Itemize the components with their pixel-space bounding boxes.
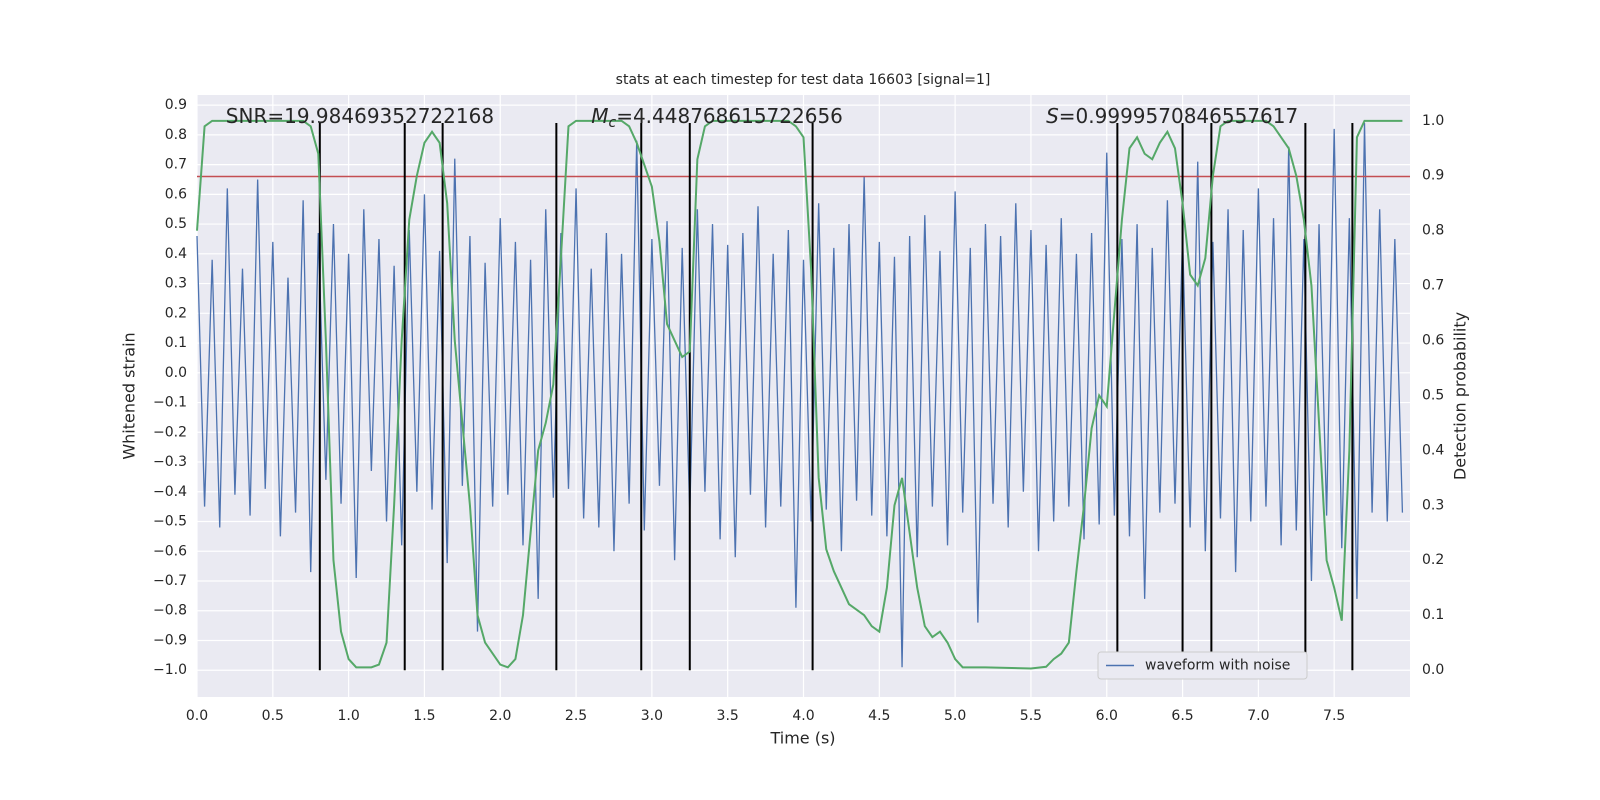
x-tick-label: 5.0 bbox=[944, 708, 966, 724]
x-tick-label: 7.0 bbox=[1247, 708, 1269, 724]
labels: 0.0 0.5 1.0 1.5 2.0 2.5 3.0 3.5 4.0 4.5 5.0 5.5 6.0 6… bbox=[153, 97, 1444, 724]
annotation-symbol: S bbox=[1046, 104, 1059, 128]
x-tick-label: 1.0 bbox=[337, 708, 359, 724]
y2-tick-label: 0.3 bbox=[1422, 497, 1444, 513]
x-tick-label: 6.5 bbox=[1171, 708, 1193, 724]
x-tick-label: 1.5 bbox=[413, 708, 435, 724]
y-tick-label: 0.8 bbox=[165, 127, 187, 143]
x-axis-label: Time (s) bbox=[769, 729, 835, 748]
y2-tick-label: 0.2 bbox=[1422, 552, 1444, 568]
y2-tick-label: 0.5 bbox=[1422, 387, 1444, 403]
y-tick-label: 0.3 bbox=[165, 276, 187, 292]
x-tick-label: 3.0 bbox=[641, 708, 663, 724]
y-tick-label: −0.3 bbox=[153, 454, 187, 470]
y2-tick-label: 0.0 bbox=[1422, 662, 1444, 678]
chart-title: stats at each timestep for test data 166… bbox=[616, 72, 991, 88]
y-tick-label: −0.2 bbox=[153, 424, 187, 440]
y2-tick-label: 0.1 bbox=[1422, 607, 1444, 623]
x-tick-label: 7.5 bbox=[1323, 708, 1345, 724]
annotation-symbol: M bbox=[591, 104, 608, 128]
y-tick-label: −0.1 bbox=[153, 395, 187, 411]
y2-tick-label: 0.6 bbox=[1422, 333, 1444, 349]
x-tick-label: 2.5 bbox=[565, 708, 587, 724]
x-tick-label: 0.5 bbox=[262, 708, 284, 724]
y-tick-label: 0.7 bbox=[165, 157, 187, 173]
y-tick-label: 0.0 bbox=[165, 365, 187, 381]
y-tick-label: −0.5 bbox=[153, 514, 187, 530]
annotation-subscript: c bbox=[608, 115, 616, 131]
x-tick-label: 0.0 bbox=[186, 708, 208, 724]
x-tick-label: 4.5 bbox=[868, 708, 890, 724]
y2-axis-label: Detection probability bbox=[1451, 312, 1470, 480]
grid bbox=[196, 95, 1410, 697]
y-tick-label: 0.5 bbox=[165, 216, 187, 232]
y2-tick-label: 0.7 bbox=[1422, 278, 1444, 294]
legend-label: waveform with noise bbox=[1145, 658, 1290, 674]
y-tick-label: 0.4 bbox=[165, 246, 187, 262]
y-tick-label: 0.1 bbox=[165, 335, 187, 351]
y-axis-label: Whitened strain bbox=[120, 332, 139, 459]
y-tick-label: −0.7 bbox=[153, 573, 187, 589]
x-tick-label: 2.0 bbox=[489, 708, 511, 724]
annotation: SNR=19.98469352722168 bbox=[226, 104, 494, 128]
annotation: Mc=4.448768615722656 bbox=[591, 104, 843, 132]
annotation-text: =0.9999570846557617 bbox=[1059, 104, 1298, 128]
marks bbox=[196, 119, 1410, 671]
x-tick-label: 6.0 bbox=[1096, 708, 1118, 724]
annotation: S=0.9999570846557617 bbox=[1046, 104, 1298, 128]
probability-line bbox=[196, 119, 1403, 670]
legend-box bbox=[1097, 651, 1308, 680]
y2-tick-label: 0.8 bbox=[1422, 223, 1444, 239]
y2-tick-label: 0.9 bbox=[1422, 168, 1444, 184]
y-tick-label: −1.0 bbox=[153, 662, 187, 678]
y-tick-label: 0.9 bbox=[165, 97, 187, 113]
y-tick-label: 0.6 bbox=[165, 186, 187, 202]
y-tick-label: −0.6 bbox=[153, 543, 187, 559]
annotation-text: SNR=19.98469352722168 bbox=[226, 104, 494, 128]
y2-tick-label: 1.0 bbox=[1422, 113, 1444, 129]
y-tick-label: −0.4 bbox=[153, 484, 187, 500]
x-tick-label: 5.5 bbox=[1020, 708, 1042, 724]
x-tick-label: 3.5 bbox=[717, 708, 739, 724]
y-tick-label: −0.8 bbox=[153, 603, 187, 619]
annotation-text: =4.448768615722656 bbox=[616, 104, 843, 128]
x-tick-label: 4.0 bbox=[792, 708, 814, 724]
y2-tick-label: 0.4 bbox=[1422, 442, 1444, 458]
y-tick-label: 0.2 bbox=[165, 305, 187, 321]
y-tick-label: −0.9 bbox=[153, 632, 187, 648]
